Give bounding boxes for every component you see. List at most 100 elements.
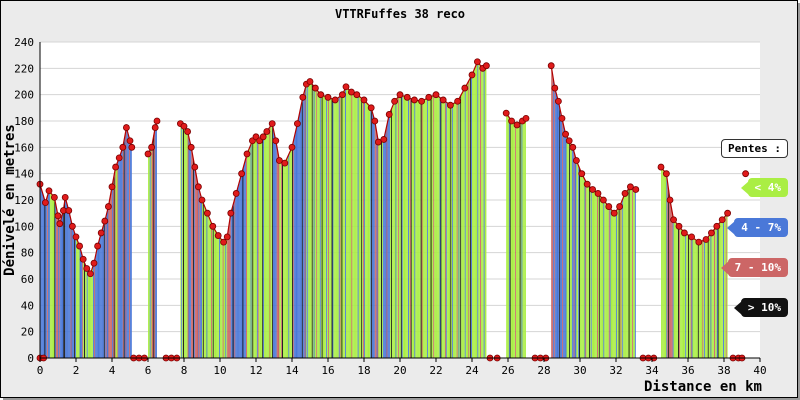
elevation-point: [403, 93, 411, 101]
elevation-bar: [409, 98, 410, 358]
elevation-bar: [405, 96, 407, 359]
elevation-bar: [484, 66, 486, 358]
elevation-bar: [605, 202, 607, 358]
elevation-bar: [185, 129, 187, 358]
elevation-bar: [315, 88, 317, 358]
elevation-bar: [671, 212, 673, 358]
elevation-point: [547, 62, 555, 70]
elevation-bar: [78, 244, 80, 358]
elevation-bar: [378, 141, 380, 358]
elevation-bar: [563, 128, 565, 358]
elevation-bar: [130, 142, 131, 358]
elevation-bar: [258, 140, 260, 358]
elevation-bar: [515, 123, 517, 359]
elevation-point: [632, 186, 640, 193]
elevation-point: [56, 220, 64, 228]
elevation-bar: [571, 144, 572, 358]
elevation-bar: [583, 178, 585, 358]
elevation-bar: [310, 83, 312, 358]
elevation-points: [36, 58, 749, 362]
elevation-bar: [575, 158, 577, 358]
elevation-bar: [301, 99, 303, 358]
elevation-bar: [395, 99, 397, 359]
elevation-bar: [320, 94, 322, 359]
elevation-bar: [341, 94, 343, 358]
elevation-bar: [422, 100, 424, 359]
elevation-bar: [364, 101, 366, 358]
elevation-bar: [370, 107, 372, 358]
elevation-bar: [262, 137, 264, 358]
elevation-bar: [593, 190, 595, 358]
elevation-bar: [346, 88, 348, 358]
elevation-bar: [606, 203, 607, 358]
elevation-point: [713, 222, 721, 230]
elevation-bar: [300, 108, 301, 359]
elevation-bar: [562, 120, 563, 358]
elevation-bar: [569, 141, 571, 358]
elevation-bar: [614, 212, 616, 358]
elevation-point: [724, 209, 731, 217]
elevation-bar: [668, 190, 670, 358]
elevation-point: [347, 88, 355, 96]
elevation-bar: [400, 94, 401, 359]
elevation-bar: [194, 169, 196, 358]
elevation-bar: [154, 130, 156, 358]
elevation-bar: [373, 116, 374, 358]
elevation-bar: [200, 195, 202, 358]
elevation-bar: [49, 192, 51, 358]
elevation-bar: [289, 152, 291, 358]
elevation-bar: [117, 161, 119, 358]
elevation-point: [600, 196, 607, 204]
elevation-point: [108, 183, 116, 191]
elevation-bar: [600, 197, 602, 358]
elevation-bar: [350, 91, 352, 358]
elevation-bar: [240, 175, 242, 358]
elevation-bar: [223, 241, 225, 358]
elevation-point: [468, 71, 476, 79]
elevation-bar: [152, 139, 154, 358]
elevation-bar: [721, 220, 723, 358]
elevation-bar: [294, 133, 296, 358]
elevation-bar: [292, 145, 293, 358]
y-tick-label: 100: [14, 220, 34, 233]
elevation-bar: [678, 225, 679, 358]
elevation-bar: [328, 97, 330, 358]
elevation-bar: [181, 124, 183, 358]
elevation-point: [220, 238, 228, 246]
elevation-bar: [46, 198, 48, 358]
elevation-bar: [317, 90, 319, 358]
elevation-bar: [47, 195, 49, 358]
elevation-bar: [89, 273, 91, 358]
elevation-point: [128, 143, 136, 151]
elevation-point: [432, 91, 440, 99]
elevation-bar: [703, 240, 705, 358]
elevation-bar: [514, 123, 516, 358]
elevation-point: [391, 97, 399, 105]
elevation-point: [238, 170, 246, 178]
elevation-bar: [469, 79, 471, 358]
elevation-point: [209, 222, 217, 230]
elevation-point: [513, 121, 521, 129]
elevation-bar: [473, 69, 475, 359]
elevation-bar: [714, 229, 715, 358]
elevation-bar: [222, 241, 224, 358]
x-axis-label: Distance en km: [644, 379, 762, 395]
elevation-bar: [609, 208, 611, 358]
elevation-bar: [582, 176, 584, 358]
elevation-bar: [92, 267, 94, 358]
elevation-bar: [270, 125, 272, 358]
elevation-bar: [406, 97, 408, 359]
elevation-bar: [383, 137, 385, 358]
elevation-bar: [626, 190, 628, 358]
elevation-bar: [705, 239, 706, 358]
elevation-bar: [250, 144, 252, 358]
elevation-bar: [110, 194, 112, 358]
elevation-bar: [470, 77, 472, 359]
legend-label-gt10: > 10%: [740, 298, 788, 317]
elevation-point: [380, 136, 388, 143]
elevation-bar: [352, 92, 354, 359]
y-tick-label: 80: [21, 247, 34, 260]
elevation-point: [61, 193, 69, 201]
x-tick-label: 10: [213, 364, 226, 377]
